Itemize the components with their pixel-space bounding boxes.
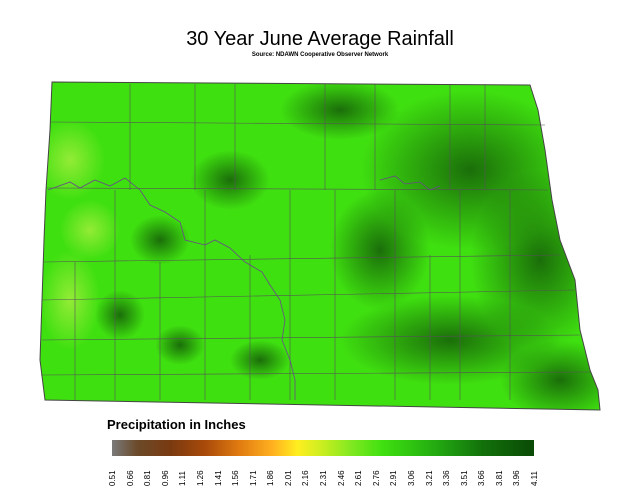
legend-tick-label: 1.56: [231, 470, 241, 486]
legend-tick-label: 1.41: [213, 470, 223, 486]
legend-tick-label: 0.81: [143, 470, 153, 486]
rainfall-surface: [40, 82, 600, 410]
legend-tick-label: 3.21: [424, 470, 434, 486]
legend-tick-label: 1.11: [178, 471, 188, 486]
legend-tick-label: 2.16: [301, 470, 311, 486]
legend-title: Precipitation in Inches: [107, 417, 246, 432]
legend-color-ramp: [112, 440, 534, 456]
legend-ticks: 0.51 0.66 0.81 0.96 1.11 1.26 1.41 1.56 1.71 1.86…: [108, 460, 539, 490]
legend-tick-label: 2.61: [354, 470, 364, 486]
legend-tick-label: 0.51: [108, 470, 117, 486]
legend-tick-label: 3.81: [494, 470, 504, 486]
legend-tick-label: 1.71: [248, 470, 258, 486]
legend-tick-label: 2.01: [283, 470, 293, 486]
legend-tick-label: 2.46: [336, 470, 346, 486]
legend-tick-label: 3.51: [459, 470, 469, 486]
map-title: 30 Year June Average Rainfall: [186, 28, 454, 50]
county-lines: [40, 84, 591, 400]
legend-tick-label: 0.66: [125, 470, 135, 486]
legend-tick-label: 2.91: [389, 470, 399, 486]
missouri-river: [47, 177, 296, 400]
legend-tick-label: 2.76: [371, 470, 381, 486]
legend-tick-label: 1.26: [195, 470, 205, 486]
legend-tick-label: 1.86: [266, 470, 276, 486]
map-subtitle: Source: NDAWN Cooperative Observer Netwo…: [251, 52, 389, 58]
legend-tick-label: 4.11: [530, 471, 539, 486]
legend-tick-label: 0.96: [160, 470, 170, 486]
state-outline: [39, 81, 601, 411]
legend-tick-label: 3.66: [477, 470, 487, 486]
lake-sakakawea: [379, 175, 441, 191]
legend-tick-label: 3.06: [406, 470, 416, 486]
legend-tick-label: 3.96: [512, 470, 522, 486]
legend-tick-label: 3.36: [442, 470, 452, 486]
legend-tick-label: 2.31: [319, 470, 328, 486]
